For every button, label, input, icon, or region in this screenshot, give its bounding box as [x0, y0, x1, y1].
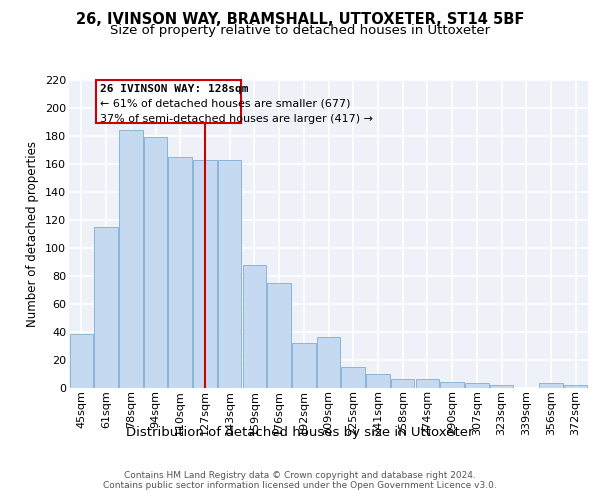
Bar [366, 374, 389, 388]
Y-axis label: Number of detached properties: Number of detached properties [26, 141, 40, 327]
Bar [416, 379, 439, 388]
Text: Contains public sector information licensed under the Open Government Licence v3: Contains public sector information licen… [103, 482, 497, 490]
Bar [218, 160, 241, 388]
FancyBboxPatch shape [96, 80, 241, 124]
Text: 37% of semi-detached houses are larger (417) →: 37% of semi-detached houses are larger (… [100, 114, 373, 124]
Bar [440, 382, 464, 388]
Bar [193, 160, 217, 388]
Text: 26, IVINSON WAY, BRAMSHALL, UTTOXETER, ST14 5BF: 26, IVINSON WAY, BRAMSHALL, UTTOXETER, S… [76, 12, 524, 28]
Text: Contains HM Land Registry data © Crown copyright and database right 2024.: Contains HM Land Registry data © Crown c… [124, 472, 476, 480]
Text: 26 IVINSON WAY: 128sqm: 26 IVINSON WAY: 128sqm [100, 84, 248, 94]
Text: Distribution of detached houses by size in Uttoxeter: Distribution of detached houses by size … [126, 426, 474, 439]
Bar [465, 384, 488, 388]
Text: ← 61% of detached houses are smaller (677): ← 61% of detached houses are smaller (67… [100, 99, 350, 109]
Bar [539, 384, 563, 388]
Bar [341, 366, 365, 388]
Bar [242, 264, 266, 388]
Bar [391, 379, 415, 388]
Bar [317, 337, 340, 388]
Bar [564, 384, 587, 388]
Bar [144, 138, 167, 388]
Bar [70, 334, 93, 388]
Bar [169, 157, 192, 388]
Bar [94, 227, 118, 388]
Bar [268, 282, 291, 388]
Bar [119, 130, 143, 388]
Bar [292, 343, 316, 388]
Bar [490, 384, 513, 388]
Text: Size of property relative to detached houses in Uttoxeter: Size of property relative to detached ho… [110, 24, 490, 37]
